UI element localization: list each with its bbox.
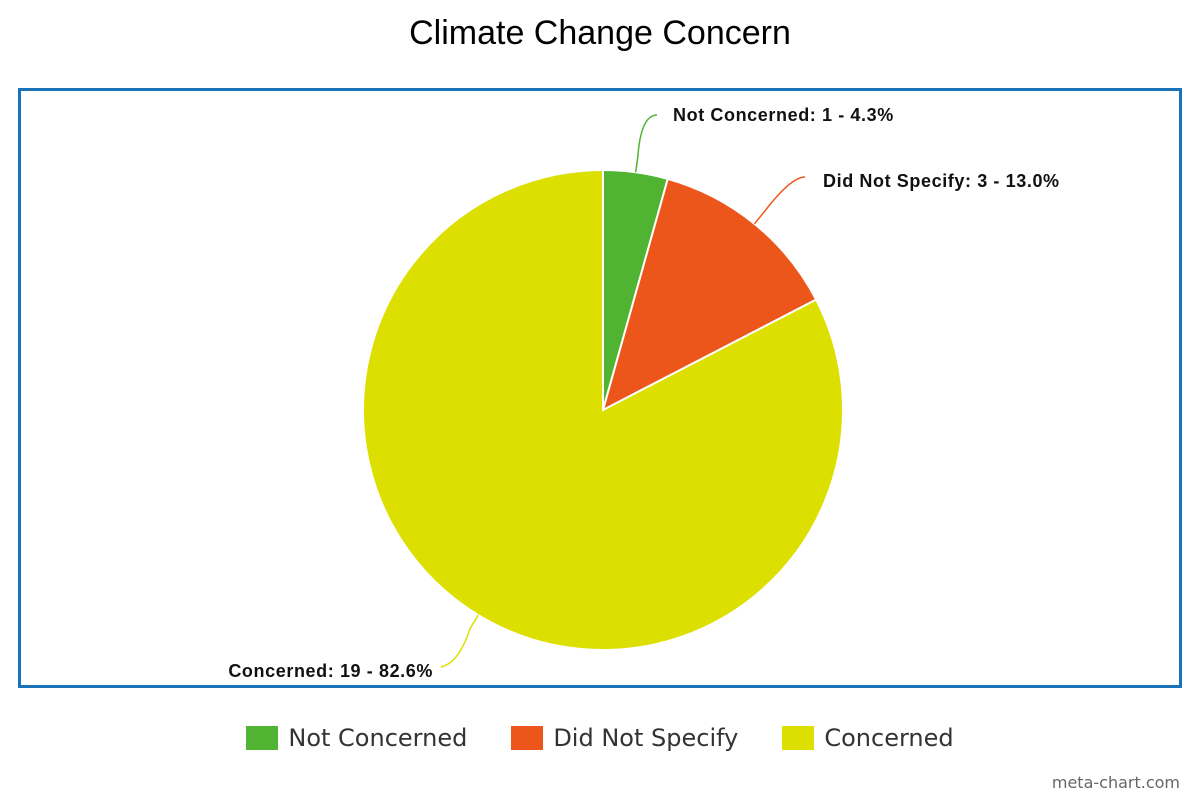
- connector-did-not-specify: [753, 176, 806, 225]
- legend-swatch-not-concerned: [246, 726, 279, 750]
- data-label-did-not-specify: Did Not Specify: 3 - 13.0%: [823, 171, 1060, 191]
- plot-area: Not Concerned: 1 - 4.3% Did Not Specify: …: [18, 88, 1182, 688]
- legend-label-concerned: Concerned: [824, 724, 954, 752]
- pie-chart: Not Concerned: 1 - 4.3% Did Not Specify: …: [228, 105, 1060, 681]
- legend-item-not-concerned[interactable]: Not Concerned: [246, 724, 467, 752]
- legend-item-concerned[interactable]: Concerned: [782, 724, 954, 752]
- legend-label-not-concerned: Not Concerned: [288, 724, 468, 752]
- legend-swatch-did-not-specify: [511, 726, 544, 750]
- data-label-not-concerned: Not Concerned: 1 - 4.3%: [673, 105, 894, 125]
- connector-concerned: [440, 614, 479, 668]
- pie-slice-concerned[interactable]: [362, 168, 844, 651]
- data-label-concerned: Concerned: 19 - 82.6%: [228, 661, 433, 681]
- connector-not-concerned: [634, 114, 658, 173]
- watermark: meta-chart.com: [1051, 773, 1180, 792]
- legend-swatch-concerned: [782, 726, 815, 750]
- pie-slice-did-not-specify[interactable]: [601, 177, 818, 412]
- legend-label-did-not-specify: Did Not Specify: [553, 724, 739, 752]
- legend: Not Concerned Did Not Specify Concerned: [0, 724, 1200, 752]
- legend-item-did-not-specify[interactable]: Did Not Specify: [511, 724, 738, 752]
- chart-title: Climate Change Concern: [409, 14, 791, 52]
